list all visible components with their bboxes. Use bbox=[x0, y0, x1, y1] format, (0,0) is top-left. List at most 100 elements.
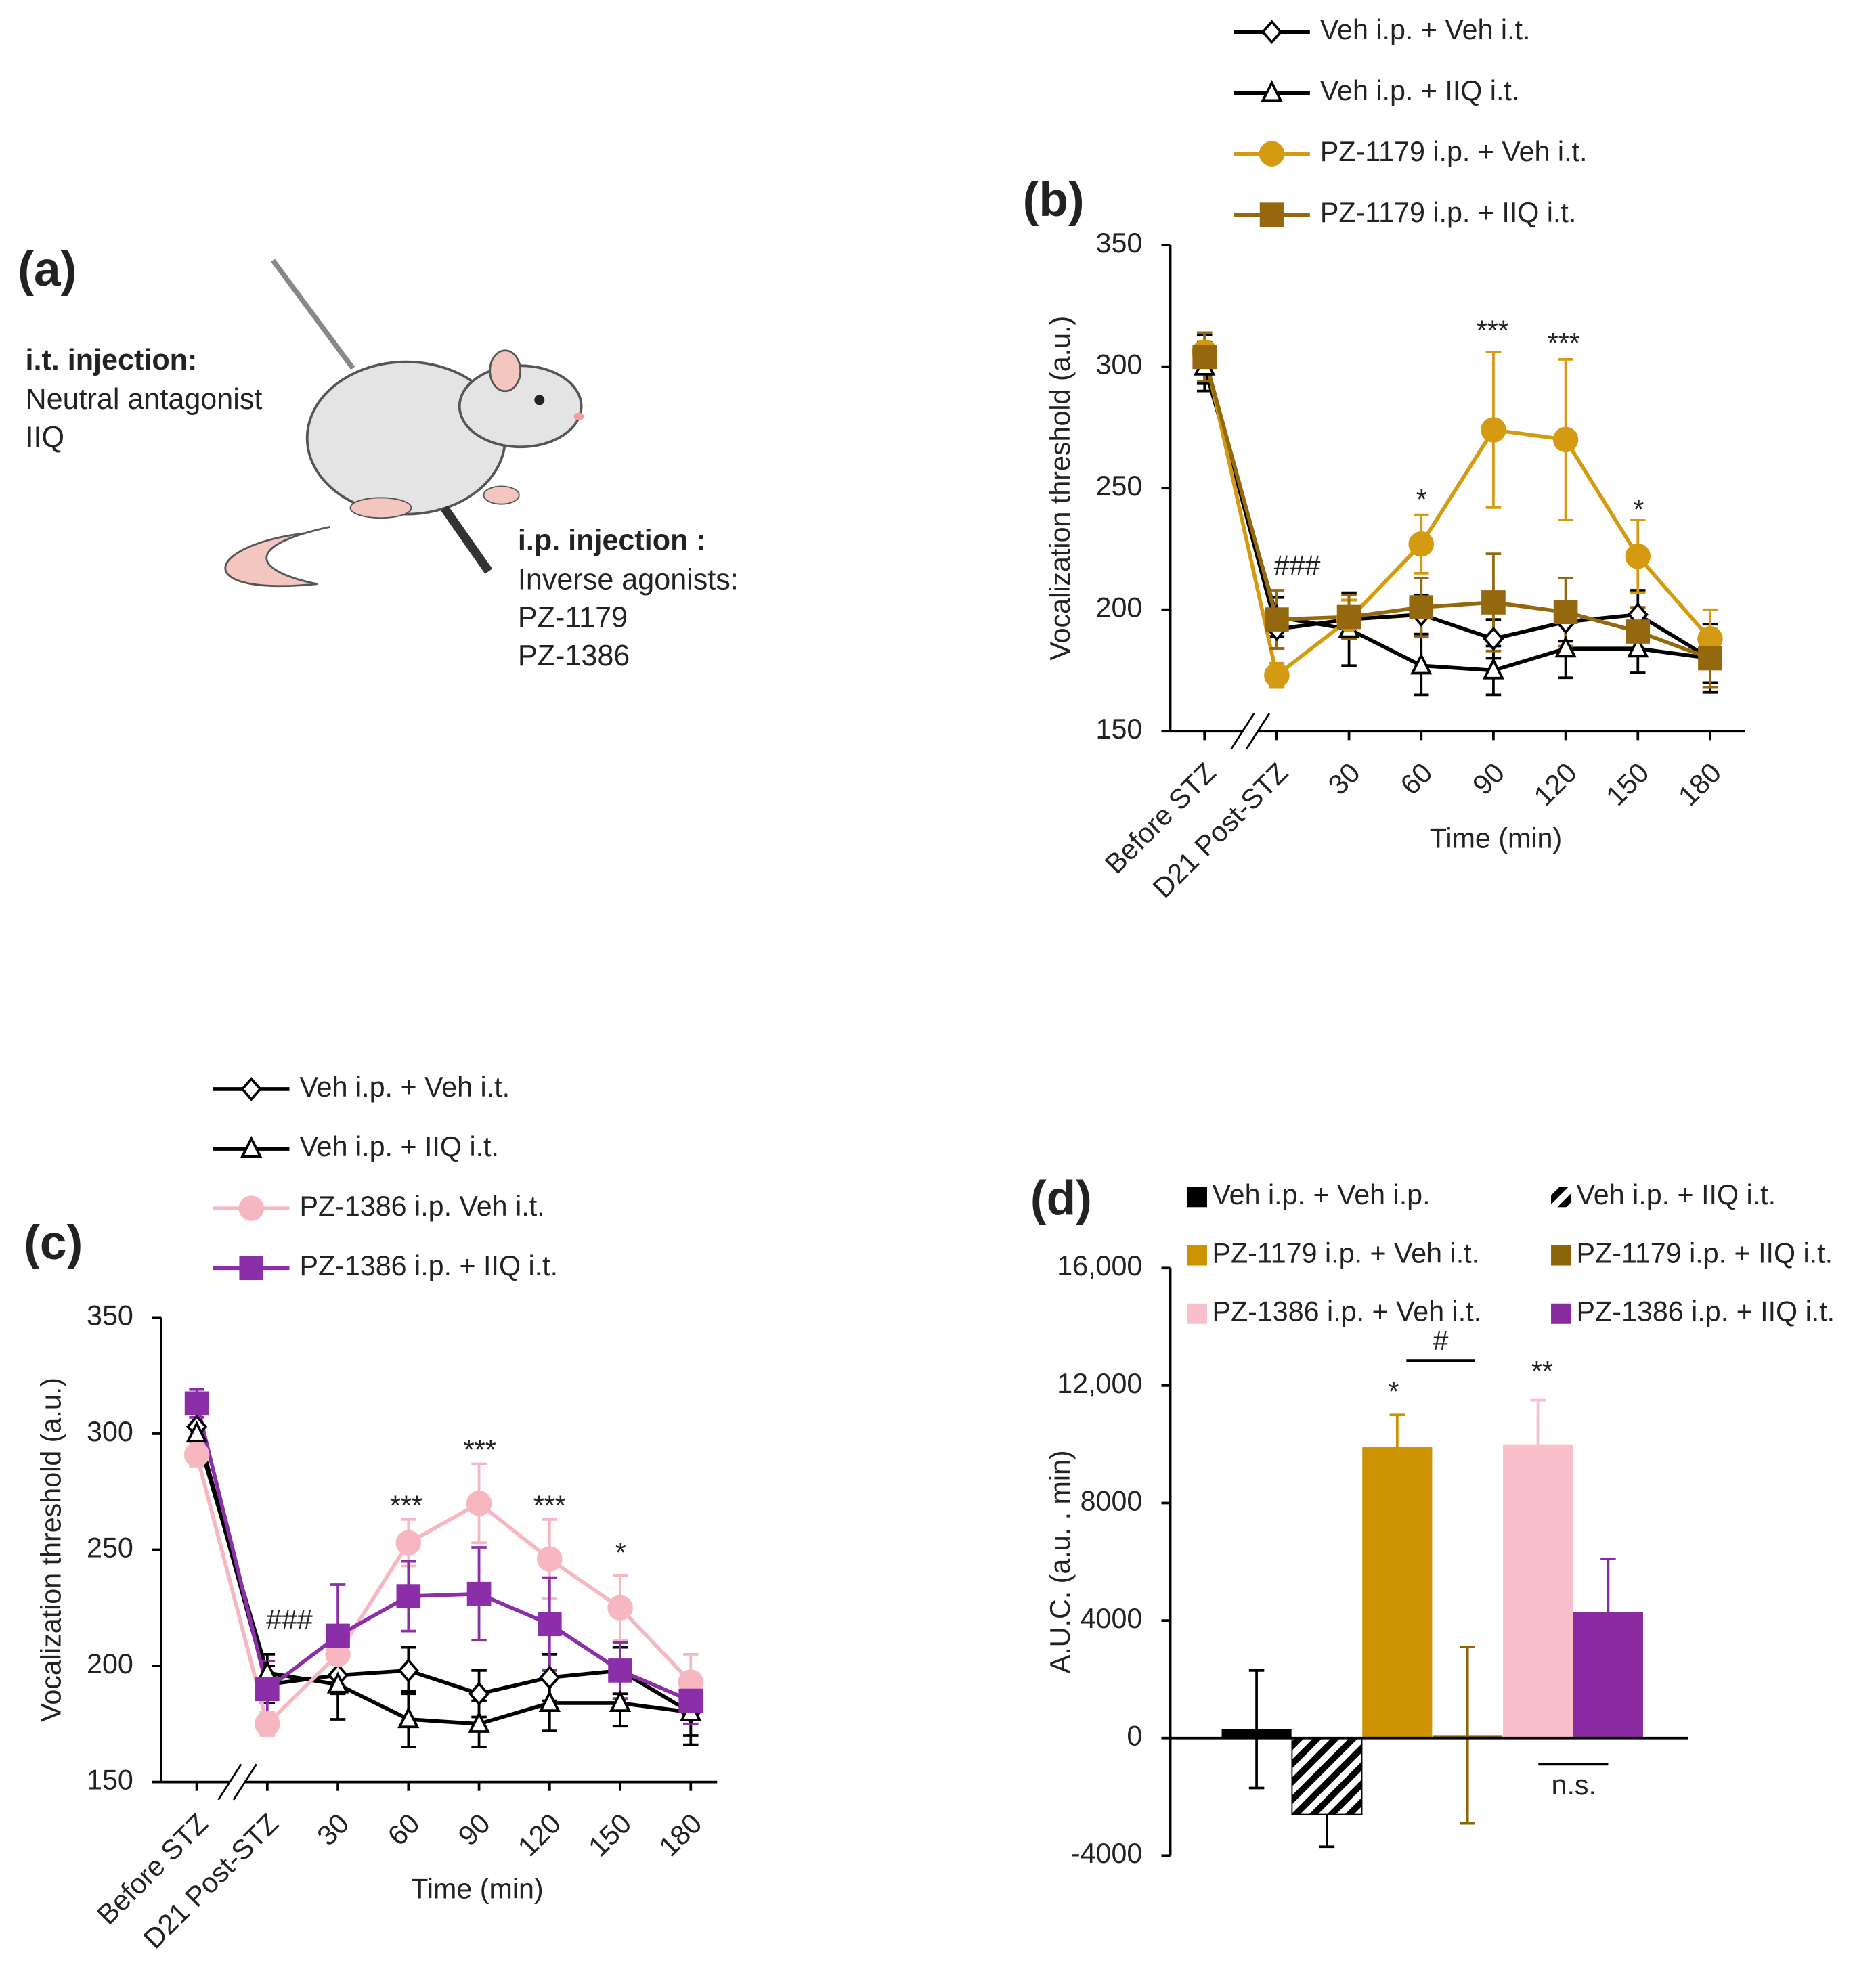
marker bbox=[608, 1658, 632, 1683]
marker bbox=[1259, 141, 1285, 167]
annotation: *** bbox=[464, 1434, 496, 1465]
axis-break bbox=[1245, 713, 1271, 750]
legend-label: Veh i.p. + Veh i.t. bbox=[299, 1072, 510, 1103]
x-tick-label: 150 bbox=[1600, 757, 1655, 812]
axis-break bbox=[232, 1763, 257, 1801]
annotation: # bbox=[1433, 1325, 1448, 1357]
marker bbox=[1625, 543, 1651, 569]
y-axis-label: Vocalization threshold (a.u.) bbox=[36, 1377, 67, 1722]
marker bbox=[466, 1581, 492, 1606]
panel-a: (a) i.t. injection: Neutral antagonist I… bbox=[18, 243, 739, 672]
x-tick-label: 90 bbox=[1466, 757, 1510, 801]
marker bbox=[1552, 426, 1579, 453]
marker bbox=[397, 1658, 419, 1683]
marker bbox=[1698, 646, 1722, 671]
y-tick-label: -4000 bbox=[1071, 1838, 1142, 1869]
annotation: * bbox=[1633, 494, 1644, 525]
x-tick-label: 30 bbox=[1322, 757, 1366, 801]
marker bbox=[1481, 417, 1506, 443]
legend-label: PZ-1386 i.p. Veh i.t. bbox=[299, 1191, 544, 1222]
x-tick-label: 120 bbox=[1528, 757, 1583, 812]
y-tick-label: 350 bbox=[87, 1300, 133, 1331]
legend-label: PZ-1179 i.p. + Veh i.t. bbox=[1212, 1237, 1479, 1269]
marker bbox=[466, 1491, 492, 1516]
y-tick-label: 16,000 bbox=[1057, 1250, 1142, 1281]
x-axis-label: Time (min) bbox=[411, 1874, 543, 1905]
annotation: ### bbox=[266, 1604, 313, 1635]
panel-label: (d) bbox=[1030, 1172, 1092, 1226]
panel-label: (a) bbox=[18, 243, 77, 296]
marker bbox=[1261, 20, 1283, 45]
bar bbox=[1573, 1612, 1643, 1738]
x-tick-label: 150 bbox=[582, 1807, 637, 1862]
legend-label: PZ-1386 i.p. + IIQ i.t. bbox=[1577, 1296, 1835, 1327]
x-tick-label: 180 bbox=[1672, 757, 1727, 812]
annotation: ** bbox=[1531, 1356, 1553, 1387]
rat-illustration bbox=[224, 259, 584, 588]
annotation: Neutral antagonist bbox=[25, 383, 262, 416]
y-axis-label: Vocalization threshold (a.u.) bbox=[1045, 316, 1076, 661]
y-tick-label: 12,000 bbox=[1057, 1368, 1142, 1399]
marker bbox=[539, 1665, 561, 1690]
panel-label: (b) bbox=[1023, 173, 1085, 227]
x-axis-label: Time (min) bbox=[1430, 822, 1562, 854]
x-tick-label: 120 bbox=[512, 1807, 567, 1862]
marker bbox=[1410, 653, 1433, 675]
bar bbox=[1291, 1737, 1363, 1815]
line bbox=[194, 1454, 693, 1728]
annotation: Inverse agonists: bbox=[518, 563, 739, 596]
marker bbox=[255, 1677, 280, 1702]
marker bbox=[1408, 531, 1434, 557]
marker bbox=[1336, 604, 1361, 630]
annotation: i.p. injection : bbox=[518, 524, 706, 556]
legend-label: Veh i.p. + Veh i.t. bbox=[1320, 14, 1531, 45]
y-tick-label: 8000 bbox=[1081, 1485, 1143, 1516]
marker bbox=[1626, 619, 1651, 644]
legend-swatch bbox=[1186, 1245, 1207, 1266]
marker bbox=[1264, 662, 1290, 688]
marker bbox=[183, 1442, 210, 1468]
annotation: ### bbox=[1274, 550, 1321, 581]
annotation: PZ-1179 bbox=[518, 602, 628, 634]
annotation: *** bbox=[1548, 328, 1580, 359]
line bbox=[194, 1433, 691, 1726]
bar bbox=[1502, 1444, 1573, 1738]
marker bbox=[184, 1391, 209, 1416]
legend-label: PZ-1179 i.p. + IIQ i.t. bbox=[1320, 197, 1577, 228]
y-tick-label: 300 bbox=[1096, 349, 1143, 380]
marker bbox=[239, 1256, 264, 1281]
legend-swatch bbox=[1551, 1187, 1572, 1208]
marker bbox=[678, 1688, 703, 1713]
marker bbox=[1554, 635, 1577, 658]
line bbox=[1202, 351, 1712, 679]
marker bbox=[397, 1706, 420, 1729]
marker bbox=[1627, 635, 1649, 658]
x-tick-label: 60 bbox=[1395, 757, 1439, 801]
marker bbox=[255, 1711, 280, 1737]
legend-swatch bbox=[1551, 1303, 1572, 1324]
legend-label: PZ-1386 i.p. + IIQ i.t. bbox=[299, 1250, 558, 1281]
x-tick-label: 180 bbox=[653, 1807, 707, 1862]
y-axis-label: A.U.C. (a.u. . min) bbox=[1045, 1450, 1076, 1673]
y-tick-label: 200 bbox=[1096, 592, 1143, 623]
marker bbox=[240, 1077, 262, 1101]
panel-label: (c) bbox=[24, 1216, 83, 1270]
y-tick-label: 200 bbox=[87, 1648, 133, 1679]
marker bbox=[1265, 607, 1289, 632]
marker bbox=[1192, 345, 1217, 370]
x-tick-label: 90 bbox=[452, 1807, 496, 1851]
y-tick-label: 250 bbox=[1096, 470, 1143, 502]
legend-label: Veh i.p. + Veh i.p. bbox=[1212, 1179, 1430, 1210]
marker bbox=[1409, 595, 1434, 619]
marker bbox=[326, 1623, 350, 1648]
marker bbox=[1483, 626, 1504, 651]
y-tick-label: 300 bbox=[87, 1416, 133, 1447]
annotation: * bbox=[1389, 1376, 1399, 1407]
marker bbox=[468, 1711, 490, 1733]
annotation: * bbox=[615, 1537, 626, 1568]
marker bbox=[537, 1612, 562, 1637]
annotation: *** bbox=[1477, 315, 1509, 346]
legend-label: Veh i.p. + IIQ i.t. bbox=[1577, 1179, 1776, 1210]
marker bbox=[238, 1195, 264, 1221]
marker bbox=[607, 1595, 633, 1621]
